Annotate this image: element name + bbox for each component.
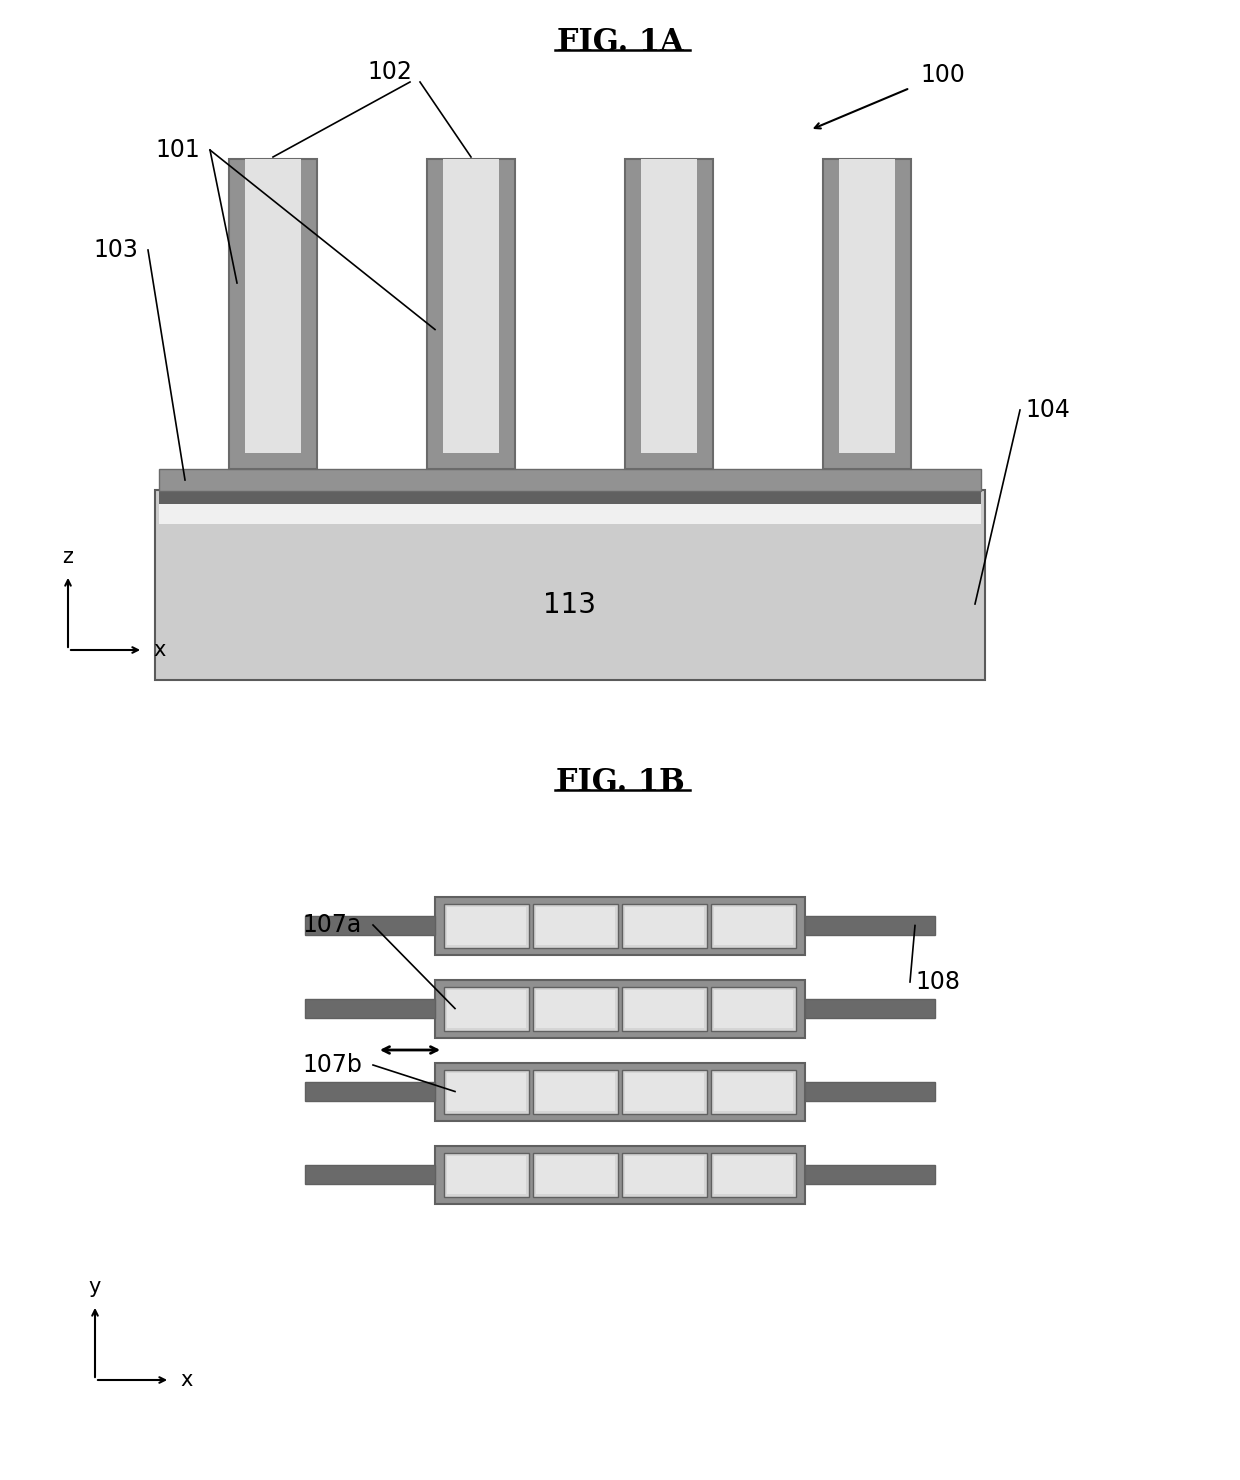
Bar [446,1073,526,1110]
Bar [446,1156,526,1193]
Bar [444,987,529,1030]
Bar [446,990,526,1027]
Bar [805,1082,935,1101]
Bar [711,903,796,947]
Text: x: x [180,1370,192,1390]
Bar [714,906,794,944]
Bar [714,990,794,1027]
Text: 103: 103 [93,238,138,262]
Bar [246,158,301,453]
Bar [625,158,713,469]
Bar [711,1070,796,1113]
Bar [443,158,498,453]
Text: x: x [153,639,165,660]
Text: 100: 100 [920,64,965,87]
Bar [435,897,805,955]
Bar [714,1156,794,1193]
Text: z: z [62,548,73,567]
Bar [444,1070,529,1113]
Bar [444,903,529,947]
Bar [711,987,796,1030]
Bar [305,916,435,935]
Text: 102: 102 [367,61,413,84]
Bar [625,1156,704,1193]
Bar [536,906,615,944]
Bar [159,469,981,491]
Bar [427,158,515,469]
Bar [435,980,805,1037]
Bar [533,1153,618,1196]
Text: y: y [89,1277,102,1296]
Bar [536,1156,615,1193]
Bar [625,1073,704,1110]
Bar [625,990,704,1027]
Bar [155,490,985,679]
Text: FIG. 1B: FIG. 1B [556,767,684,798]
Bar [159,505,981,524]
Text: 107a: 107a [303,913,362,937]
Bar [446,906,526,944]
Bar [435,1146,805,1203]
Bar [536,1073,615,1110]
Bar [714,1073,794,1110]
Bar [444,1153,529,1196]
Bar [229,158,317,469]
Bar [305,1165,435,1184]
Text: 101: 101 [155,138,200,161]
Bar [305,1082,435,1101]
Bar [805,916,935,935]
Text: 113: 113 [543,591,596,619]
Bar [823,158,911,469]
Bar [533,903,618,947]
Text: FIG. 1A: FIG. 1A [557,27,683,58]
Bar [839,158,895,453]
Text: 108: 108 [915,969,960,995]
Bar [622,1070,707,1113]
Bar [805,999,935,1018]
Bar [622,987,707,1030]
Bar [536,990,615,1027]
Text: 104: 104 [1025,398,1070,422]
Bar [805,1165,935,1184]
Bar [305,999,435,1018]
Bar [641,158,697,453]
Bar [533,987,618,1030]
Bar [435,1063,805,1120]
Bar [533,1070,618,1113]
Text: 107b: 107b [303,1052,362,1077]
Bar [622,903,707,947]
Bar [625,906,704,944]
Bar [622,1153,707,1196]
Bar [711,1153,796,1196]
Bar [159,491,981,505]
